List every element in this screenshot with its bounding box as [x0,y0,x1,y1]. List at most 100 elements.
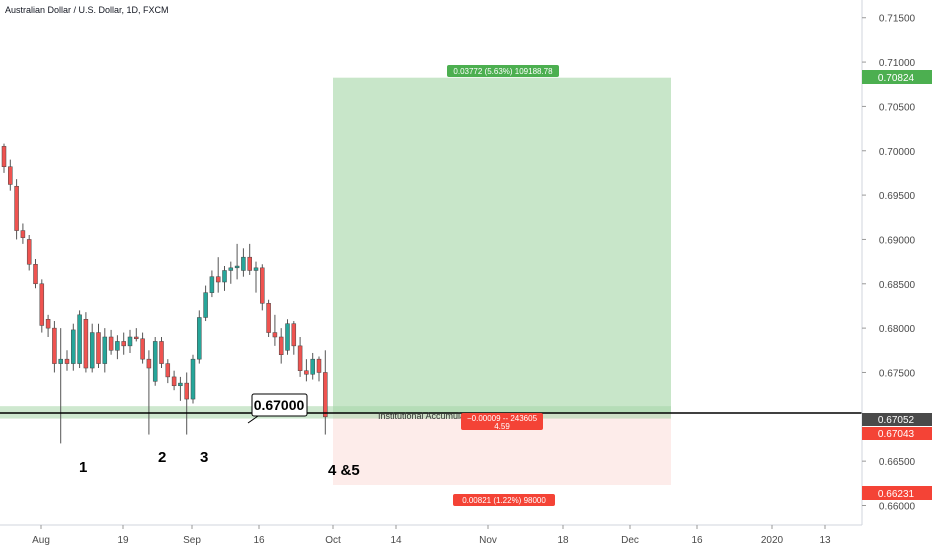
wave-label-2: 2 [158,449,166,466]
time-tick-label: Oct [325,535,341,546]
candle-body [209,276,215,293]
candle-body [178,382,183,387]
svg-text:0.67043: 0.67043 [878,429,915,440]
price-callout[interactable]: 0.67000 [247,393,308,424]
candle-body [266,303,271,333]
candle-body [71,329,76,364]
candle-body [121,341,126,347]
candle-body [247,256,252,271]
time-tick-label: 2020 [761,535,784,546]
candle-body [127,336,133,347]
time-tick-label: Nov [479,535,497,546]
price-tick-label: 0.68000 [879,324,916,335]
price-tick-label: 0.67500 [879,368,916,379]
candle-body [26,239,32,265]
svg-text:0.00821 (1.22%) 98000: 0.00821 (1.22%) 98000 [462,496,546,505]
time-tick-label: 19 [117,535,129,546]
candle-body [241,256,246,271]
candle-body [39,283,45,326]
target-label: 0.03772 (5.63%) 109188.78 [447,65,559,77]
candle-body [102,336,108,364]
candle-body [77,314,82,364]
entry-price-tag: 0.67043 [862,427,932,440]
candle-body [291,323,297,347]
time-tick-label: 13 [819,535,831,546]
candle-body [165,363,171,378]
candle-body [89,332,95,369]
candle-body [1,146,7,167]
wave-label-1: 1 [79,459,87,476]
price-tick-label: 0.71500 [879,14,916,25]
candle-body [8,166,13,185]
candle-body [253,267,259,271]
candle-body [14,185,19,231]
candle-body [64,358,70,364]
candle-body [108,336,114,351]
zone-label: Institutional Accumula [378,411,465,421]
svg-text:0.67052: 0.67052 [878,415,915,426]
svg-text:4.59: 4.59 [494,422,510,431]
candle-body [203,292,208,318]
time-axis[interactable]: Aug 19 Sep 16 Oct 14 Nov 18 Dec 16 2020 13 [0,524,862,546]
stop-label: 0.00821 (1.22%) 98000 [453,494,555,506]
svg-text:0.70824: 0.70824 [878,73,915,84]
candle-body [190,358,196,400]
candle-body [33,264,38,285]
candle-body [96,332,101,364]
candle-body [45,319,51,329]
chart-title: Australian Dollar / U.S. Dollar, 1D, FXC… [5,5,169,15]
time-tick-label: Aug [32,535,50,546]
candle-body [115,341,120,351]
candle-body [197,317,202,360]
candle-body [215,276,221,283]
price-tick-label: 0.69500 [879,191,916,202]
candle-body [297,345,303,371]
candle-body [20,230,26,238]
candle-body [278,336,284,355]
price-tick-label: 0.71000 [879,58,916,69]
candle-body [152,341,158,382]
svg-text:0.66231: 0.66231 [878,489,915,500]
price-tick-label: 0.69000 [879,235,916,246]
candle-body [222,270,227,283]
svg-text:−0.00009 -- 243605: −0.00009 -- 243605 [467,414,538,423]
candle-body [260,267,265,304]
candle-body [272,332,278,338]
candle-body [323,372,328,418]
candle-body [83,319,89,369]
time-tick-label: 14 [390,535,402,546]
candle-body [134,336,139,340]
price-tick-label: 0.66500 [879,457,916,468]
candle-body [58,358,63,364]
candle-body [159,341,164,364]
time-tick-label: Sep [183,535,201,546]
candle-body [310,358,315,375]
current-price-tag: 0.67052 [862,413,932,426]
candle-body [228,267,234,271]
price-tick-label: 0.70500 [879,102,916,113]
callout-label: 0.67000 [254,397,305,413]
time-tick-label: 16 [253,535,265,546]
wave-label-4-5: 4 &5 [328,462,360,479]
candle-body [52,327,57,364]
target-zone[interactable] [333,77,671,413]
wave-label-3: 3 [200,449,208,466]
target-price-tag: 0.70824 [862,70,932,84]
entry-label: −0.00009 -- 243605 4.59 [461,413,543,431]
time-tick-label: Dec [621,535,639,546]
candles-layer [1,143,328,444]
candle-body [234,265,240,269]
price-tick-label: 0.66000 [879,501,916,512]
candle-body [171,376,177,387]
candle-body [140,338,145,360]
svg-text:0.03772 (5.63%) 109188.78: 0.03772 (5.63%) 109188.78 [453,67,553,76]
time-tick-label: 16 [691,535,703,546]
candle-body [316,358,322,373]
price-tick-label: 0.68500 [879,280,916,291]
time-tick-label: 18 [557,535,569,546]
stop-price-tag: 0.66231 [862,486,932,500]
candle-body [184,382,189,400]
candle-body [304,370,309,375]
price-tick-label: 0.70000 [879,147,916,158]
